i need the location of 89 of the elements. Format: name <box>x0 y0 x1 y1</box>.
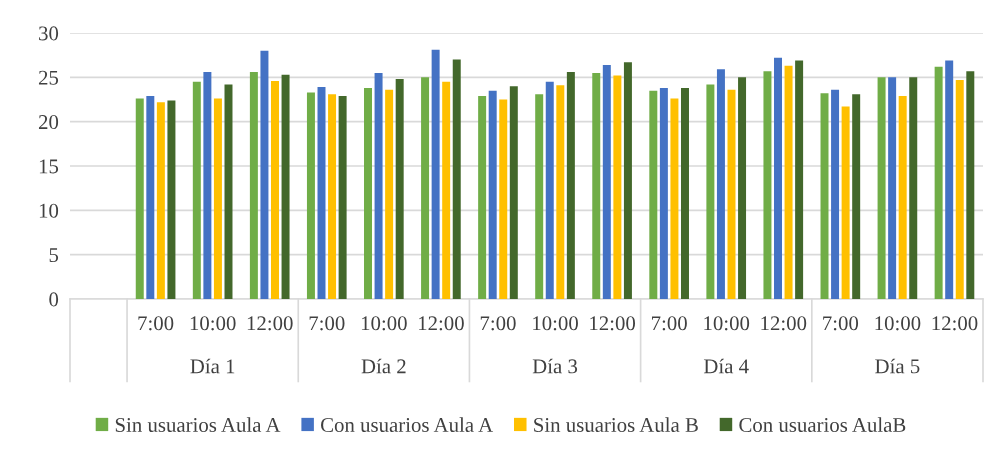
x-tick-label: 12:00 <box>247 316 293 331</box>
bar <box>852 94 861 299</box>
bar <box>602 64 611 299</box>
bar <box>934 66 943 299</box>
bar <box>649 90 658 299</box>
bar <box>820 93 829 299</box>
bar <box>260 50 269 299</box>
bar <box>945 60 954 299</box>
y-tick-label: 10 <box>39 203 59 218</box>
bar <box>774 57 782 299</box>
bar <box>499 99 508 299</box>
legend-label: Con usuarios Aula A <box>321 417 494 433</box>
bar <box>784 65 793 299</box>
bar <box>224 84 233 299</box>
x-tick-label: 12:00 <box>761 316 807 331</box>
bar <box>613 75 622 299</box>
x-tick-label: 12:00 <box>419 316 464 331</box>
bar <box>421 77 430 299</box>
bar <box>281 74 290 299</box>
bar <box>249 72 258 299</box>
bar <box>955 79 964 299</box>
bar <box>203 72 212 299</box>
bar <box>556 85 565 299</box>
bar <box>795 60 804 299</box>
bar <box>135 98 144 299</box>
bar <box>306 92 315 299</box>
bar <box>909 77 918 299</box>
bar <box>738 77 747 299</box>
x-tick-label: 7:00 <box>823 316 859 331</box>
bar <box>841 106 850 299</box>
text: Día 4 <box>703 358 749 374</box>
text: Día 3 <box>532 358 578 374</box>
bar <box>898 95 907 299</box>
y-tick-label: 25 <box>38 70 59 85</box>
bar <box>338 95 347 299</box>
legend-label: Con usuarios AulaB <box>739 417 906 433</box>
bar <box>213 98 222 299</box>
bar <box>478 95 487 299</box>
x-tick-label: 10:00 <box>533 316 578 331</box>
bar <box>706 84 715 299</box>
bar <box>431 49 440 299</box>
text: Día 5 <box>875 358 920 374</box>
bar <box>167 100 176 299</box>
y-tick-label: 15 <box>39 159 59 174</box>
y-tick-label: 5 <box>49 248 59 263</box>
legend-label: Sin usuarios Aula A <box>115 417 281 433</box>
x-tick-label: 12:00 <box>590 316 636 331</box>
bar <box>535 94 544 299</box>
bar <box>545 81 554 299</box>
bar <box>681 87 689 299</box>
y-tick-label: 20 <box>38 115 59 130</box>
bar <box>763 71 772 299</box>
bar <box>488 90 497 299</box>
y-tick-label: 30 <box>39 26 59 41</box>
y-tick-label: 0 <box>49 292 59 307</box>
bar <box>509 86 518 299</box>
x-tick-label: 10:00 <box>704 316 750 331</box>
legend-label: Sin usuarios Aula B <box>534 417 698 433</box>
bar <box>442 81 451 299</box>
bar <box>670 98 679 299</box>
x-tick-label: 7:00 <box>309 316 345 331</box>
bar <box>623 62 632 299</box>
bar <box>156 102 165 299</box>
bar <box>385 89 394 299</box>
bar <box>888 77 897 299</box>
bar <box>374 72 383 299</box>
x-tick-label: 10:00 <box>190 316 236 331</box>
x-tick-label: 7:00 <box>138 316 174 331</box>
x-tick-label: 7:00 <box>480 316 516 331</box>
bar <box>146 95 155 299</box>
bar <box>395 79 404 299</box>
bar <box>831 89 840 299</box>
bar <box>966 71 975 299</box>
bar <box>592 72 601 299</box>
x-tick-label: 12:00 <box>932 316 978 331</box>
bar <box>271 80 279 299</box>
bar <box>659 87 668 299</box>
x-tick-label: 10:00 <box>875 316 921 331</box>
bar <box>364 87 372 299</box>
bar <box>716 69 725 299</box>
bar <box>328 94 337 299</box>
x-tick-label: 7:00 <box>652 316 687 331</box>
bar <box>566 72 575 299</box>
x-tick-label: 10:00 <box>361 316 407 331</box>
bar <box>452 59 461 299</box>
text: Día 1 <box>190 358 235 374</box>
bar <box>877 77 886 299</box>
bar <box>192 81 201 299</box>
text: Día 2 <box>361 358 406 374</box>
